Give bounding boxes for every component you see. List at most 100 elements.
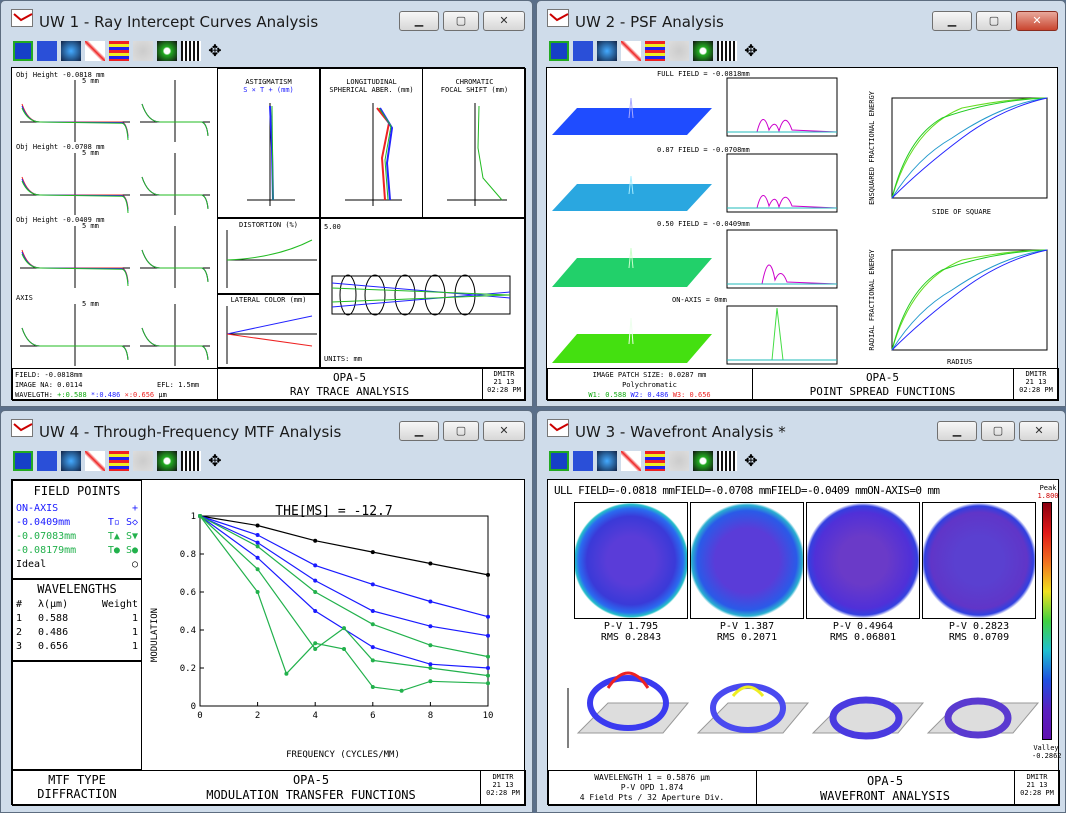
- mtf-series-2: [199, 515, 489, 637]
- rays-icon[interactable]: [85, 41, 105, 61]
- move-icon[interactable]: ✥: [208, 451, 222, 470]
- globe-icon[interactable]: [61, 451, 81, 471]
- uw4-titlebar[interactable]: UW 4 - Through-Frequency MTF Analysis ▁ …: [1, 411, 532, 449]
- mtf-point: [255, 540, 260, 545]
- close-button[interactable]: ✕: [1016, 11, 1058, 31]
- lateral-title: LATERAL COLOR (mm): [230, 296, 307, 304]
- uw2-titlebar[interactable]: UW 2 - PSF Analysis ▁ ▢ ✕: [537, 1, 1065, 39]
- uw1-window[interactable]: UW 1 - Ray Intercept Curves Analysis ▁ ▢…: [0, 0, 533, 407]
- minimize-button[interactable]: ▁: [399, 421, 439, 441]
- mtf-point: [486, 633, 490, 638]
- uw3-window[interactable]: UW 3 - Wavefront Analysis * ▁ ▢ ✕ ✥ ULL …: [536, 410, 1066, 813]
- mtf-point: [428, 624, 433, 629]
- target-icon[interactable]: [693, 451, 713, 471]
- globe-icon[interactable]: [597, 451, 617, 471]
- bars-icon[interactable]: [717, 451, 737, 471]
- maximize-button[interactable]: ▢: [443, 421, 479, 441]
- spot-icon[interactable]: [133, 451, 153, 471]
- target-icon[interactable]: [157, 41, 177, 61]
- update-icon[interactable]: [13, 451, 33, 471]
- fan-field-2: Obj Height -0.0409 mm: [16, 216, 105, 224]
- fan-axes: [140, 226, 210, 288]
- rainbow-icon[interactable]: [645, 41, 665, 61]
- maximize-button[interactable]: ▢: [981, 421, 1015, 441]
- wf-map-3: [922, 502, 1036, 619]
- close-button[interactable]: ✕: [483, 421, 525, 441]
- lateral-plot: [226, 306, 317, 364]
- close-button[interactable]: ✕: [1019, 421, 1059, 441]
- globe-icon[interactable]: [61, 41, 81, 61]
- footer-field: FIELD: -0.0818mm: [15, 371, 83, 379]
- move-icon[interactable]: ✥: [744, 451, 758, 470]
- uw4-plot-area: FIELD POINTS ON-AXIS + -0.0409mm T▫ S◇ -0.07…: [11, 479, 526, 806]
- bars-icon[interactable]: [181, 41, 201, 61]
- minimize-button[interactable]: ▁: [399, 11, 439, 31]
- uw4-title: UW 4 - Through-Frequency MTF Analysis: [39, 423, 342, 441]
- footer-poly: Polychromatic: [622, 381, 677, 389]
- globe-icon[interactable]: [597, 41, 617, 61]
- wl-row: 2 0.486 1: [16, 626, 138, 640]
- mtf-point: [255, 590, 260, 594]
- rainbow-icon[interactable]: [109, 451, 129, 471]
- y-tick-label: 0.8: [180, 550, 196, 560]
- move-icon[interactable]: ✥: [208, 41, 222, 60]
- rainbow-icon[interactable]: [109, 41, 129, 61]
- rays-icon[interactable]: [621, 451, 641, 471]
- spot-icon[interactable]: [669, 41, 689, 61]
- x-tick-label: 8: [428, 711, 433, 721]
- bars-icon[interactable]: [717, 41, 737, 61]
- spot-icon[interactable]: [669, 451, 689, 471]
- fan-curve: [21, 253, 129, 287]
- maximize-button[interactable]: ▢: [976, 11, 1012, 31]
- mtf-point: [399, 688, 404, 693]
- minimize-button[interactable]: ▁: [932, 11, 972, 31]
- uw3-titlebar[interactable]: UW 3 - Wavefront Analysis * ▁ ▢ ✕: [537, 411, 1065, 449]
- minimize-button[interactable]: ▁: [937, 421, 977, 441]
- mtf-point: [486, 666, 490, 670]
- maximize-button[interactable]: ▢: [443, 11, 479, 31]
- uw4-window[interactable]: UW 4 - Through-Frequency MTF Analysis ▁ …: [0, 410, 533, 813]
- field-point-list: ON-AXIS + -0.0409mm T▫ S◇ -0.07083mm T▲ S▼ -0.…: [16, 502, 138, 572]
- astig-panel: [217, 68, 320, 218]
- update-icon[interactable]: [549, 41, 569, 61]
- uw2-window[interactable]: UW 2 - PSF Analysis ▁ ▢ ✕ ✥ FULL FIELD =…: [536, 0, 1066, 407]
- rays-icon[interactable]: [621, 41, 641, 61]
- settings-icon[interactable]: [573, 41, 593, 61]
- wf-colorbar: [1042, 502, 1052, 740]
- mtf-point: [370, 550, 375, 555]
- x-tick-label: 2: [255, 711, 260, 721]
- footer-lens: OPA-5: [865, 371, 900, 384]
- footer-div: 4 Field Pts / 32 Aperture Div.: [579, 793, 725, 802]
- settings-icon[interactable]: [573, 451, 593, 471]
- wl-cell: #: [16, 599, 23, 610]
- mtf-point: [313, 590, 318, 594]
- move-icon[interactable]: ✥: [744, 41, 758, 60]
- mtf-point: [486, 673, 490, 678]
- target-icon[interactable]: [157, 451, 177, 471]
- long-panel: [320, 68, 423, 218]
- uw1-titlebar[interactable]: UW 1 - Ray Intercept Curves Analysis ▁ ▢…: [1, 1, 532, 39]
- rays-icon[interactable]: [85, 451, 105, 471]
- fan-field-0: Obj Height -0.0818 mm: [16, 71, 105, 79]
- update-icon[interactable]: [13, 41, 33, 61]
- fan-curve: [141, 249, 209, 283]
- mtf-point: [428, 662, 433, 667]
- field-point-label: -0.0409mm: [16, 517, 71, 528]
- target-icon[interactable]: [693, 41, 713, 61]
- footer-analysis: RAY TRACE ANALYSIS: [289, 385, 410, 398]
- fan-axes: [20, 153, 130, 215]
- encircled-energy-plots: [891, 97, 1048, 351]
- settings-icon[interactable]: [37, 41, 57, 61]
- mtf-point: [428, 643, 433, 648]
- wl-divider: [12, 578, 142, 580]
- settings-icon[interactable]: [37, 451, 57, 471]
- mtf-point: [370, 609, 375, 613]
- bars-icon[interactable]: [181, 451, 201, 471]
- spot-icon[interactable]: [133, 41, 153, 61]
- close-button[interactable]: ✕: [483, 11, 525, 31]
- rainbow-icon[interactable]: [645, 451, 665, 471]
- y-tick-label: 0.6: [180, 588, 196, 598]
- ens-xlabel: SIDE OF SQUARE: [932, 208, 992, 216]
- wl-cell: 2: [16, 627, 23, 638]
- update-icon[interactable]: [549, 451, 569, 471]
